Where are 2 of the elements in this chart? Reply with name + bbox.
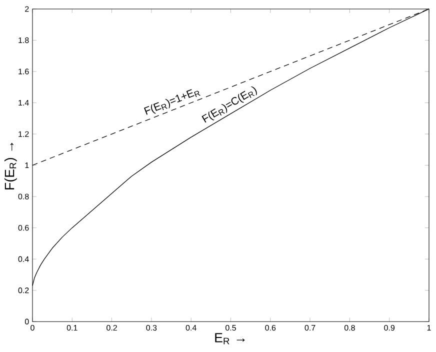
y-axis-title: F(E$_{R}$) →: [4, 143, 17, 190]
x-axis-title: E$_{R}$ →: [215, 333, 245, 344]
